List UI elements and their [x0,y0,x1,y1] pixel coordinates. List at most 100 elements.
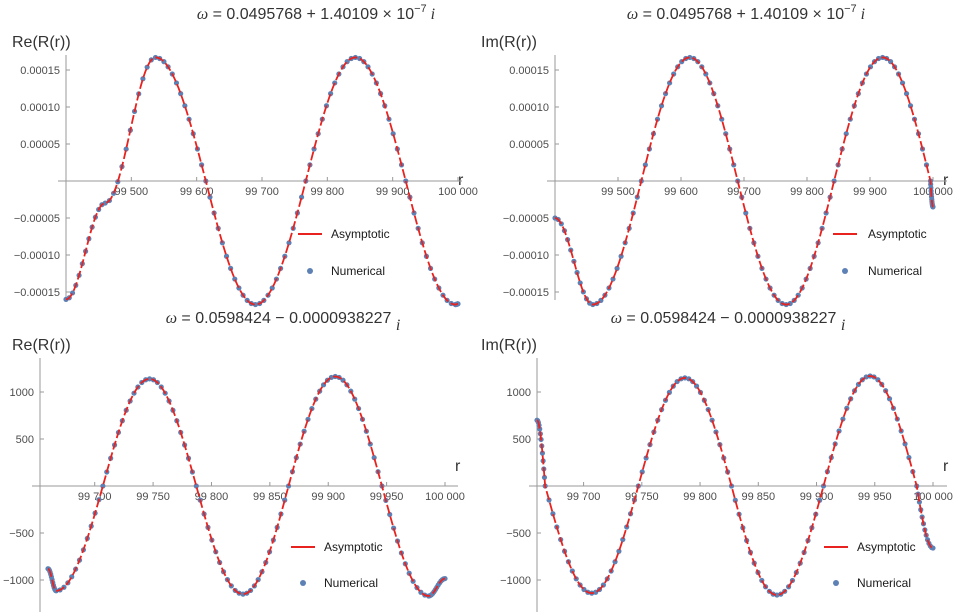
legend-label-numerical: Numerical [331,264,385,278]
x-tick-label: 99 800 [311,186,345,198]
series [552,54,936,308]
y-tick-label: −0.00015 [14,287,60,299]
x-tick-label: 99 950 [370,491,404,503]
asymptotic-line [65,56,458,306]
y-tick-label: 1000 [10,387,34,399]
numerical-point [123,146,129,152]
series [534,373,936,598]
y-tick-label: −500 [9,528,34,540]
x-tick-label: 99 900 [853,186,887,198]
numerical-point [817,497,823,503]
x-tick-label: 99 800 [683,491,717,503]
title-exponent: −7 [414,3,427,15]
axes [58,55,462,300]
x-tick-label: 99 750 [625,491,659,503]
x-tick-label: 100 000 [425,491,465,503]
x-tick-label: 99 750 [136,491,170,503]
title-main: = 0.0495768 + 1.40109 × 10 [208,6,414,23]
x-tick-label: 99 950 [858,491,892,503]
legend-label-numerical: Numerical [868,264,922,278]
numerical-point [820,483,827,489]
legend-marker-numerical [300,580,306,586]
numerical-point [906,454,912,461]
series [63,54,461,308]
panel-re-omega2: ω = 0.0598424 − 0.0000938227 i Re(R(r)) … [3,310,465,612]
title-main: = 0.0598424 − 0.0000938227 [622,310,841,327]
y-tick-label: −0.00015 [503,287,549,299]
x-tick-label: 99 700 [245,186,279,198]
legend: Asymptotic Numerical [291,540,383,590]
asymptotic-line [47,375,446,597]
axes [529,358,947,612]
legend-label-numerical: Numerical [857,576,911,590]
legend-label-asymptotic: Asymptotic [857,540,916,554]
y-tick-label: 0.00005 [20,139,60,151]
ticks: 99 500 99 600 99 700 99 800 99 900 100 000 −0.… [14,65,478,299]
asymptotic-line [536,375,934,596]
x-tick-label: 99 800 [195,491,229,503]
y-tick-label: 0.00015 [20,65,60,77]
chart-title: ω = 0.0495768 + 1.40109 × 10−7 i [197,3,435,23]
title-imag: i [396,317,400,334]
legend-label-asymptotic: Asymptotic [324,540,383,554]
y-tick-label: 0.00010 [509,102,549,114]
ticks: 99 700 99 750 99 800 99 850 99 900 99 950 100 … [3,387,465,587]
numerical-point [639,469,645,475]
x-tick-label: 99 600 [180,186,214,198]
title-omega: ω [627,6,638,23]
x-tick-label: 99 850 [741,491,775,503]
numerical-point [371,455,377,461]
ticks: 99 700 99 750 99 800 99 850 99 900 99 950 100 … [500,387,953,587]
x-tick-label: 99 850 [253,491,287,503]
x-tick-label: 99 900 [800,491,834,503]
y-tick-label: −0.00010 [503,250,549,262]
x-tick-label: 100 000 [438,186,478,198]
title-omega: ω [197,6,208,23]
title-imag: i [431,6,435,23]
title-omega: ω [611,310,622,327]
numerical-point [252,301,259,308]
x-tick-label: 99 900 [311,491,345,503]
y-tick-label: −500 [506,528,531,540]
numerical-point [642,162,648,168]
x-tick-label: 100 000 [913,491,953,503]
legend-label-asymptotic: Asymptotic [331,227,390,241]
legend-marker-numerical [307,268,313,274]
y-tick-label: −1000 [3,575,34,587]
numerical-point [311,146,317,152]
numerical-point [541,474,548,481]
numerical-point [285,483,292,489]
y-axis-label: Re(R(r)) [12,337,71,354]
y-tick-label: 0.00010 [20,102,60,114]
asymptotic-line [554,56,934,306]
numerical-point [687,54,693,61]
y-tick-label: −0.00010 [14,250,60,262]
numerical-point [193,483,199,489]
title-omega: ω [166,310,177,327]
legend: Asymptotic Numerical [824,540,916,590]
y-axis-label: Re(R(r)) [12,34,71,51]
y-axis-label: Im(R(r)) [481,337,537,354]
legend-marker-numerical [833,580,839,586]
numerical-point [546,497,552,503]
legend-label-asymptotic: Asymptotic [868,227,927,241]
title-main: = 0.0495768 + 1.40109 × 10 [638,6,844,23]
y-tick-label: 500 [16,434,34,446]
x-tick-label: 99 700 [78,491,112,503]
chart-title: ω = 0.0495768 + 1.40109 × 10−7 i [627,3,865,23]
legend: Asymptotic Numerical [298,227,390,278]
numerical-point [537,426,543,432]
series [45,373,448,599]
numerical-point [387,511,393,518]
legend: Asymptotic Numerical [833,227,927,278]
y-tick-label: 500 [513,434,531,446]
panel-re-omega1: ω = 0.0495768 + 1.40109 × 10−7 i Re(R(r))… [12,3,478,308]
numerical-point [843,131,849,137]
x-tick-label: 99 700 [727,186,761,198]
x-axis-label: r [455,458,461,475]
panel-im-omega2: ω = 0.0598424 − 0.0000938227 i Im(R(r)) … [481,310,953,612]
x-tick-label: 99 800 [790,186,824,198]
x-tick-label: 99 900 [376,186,410,198]
numerical-point [282,497,288,503]
